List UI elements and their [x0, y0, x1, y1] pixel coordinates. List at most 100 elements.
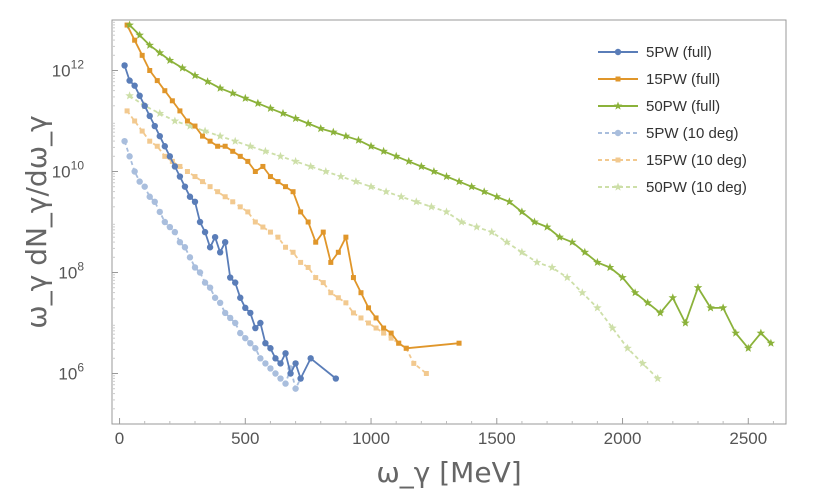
data-point	[200, 126, 210, 135]
data-point	[211, 233, 219, 241]
data-point	[136, 92, 143, 99]
data-point	[126, 153, 133, 160]
legend-label: 5PW (full)	[646, 44, 712, 61]
data-point	[568, 237, 577, 246]
data-point	[222, 143, 228, 149]
data-point	[618, 273, 627, 282]
data-point	[171, 228, 179, 236]
data-point	[147, 68, 153, 73]
data-point	[320, 280, 326, 286]
data-point	[237, 294, 244, 301]
data-point	[237, 329, 244, 337]
data-point	[358, 315, 364, 321]
data-point	[492, 192, 502, 201]
data-point	[177, 163, 183, 169]
data-point	[221, 239, 229, 246]
data-point	[456, 340, 462, 346]
data-point	[303, 119, 313, 128]
data-point	[321, 167, 330, 176]
data-point	[467, 182, 476, 191]
data-point	[298, 209, 304, 215]
data-point	[417, 162, 426, 171]
data-point	[227, 314, 234, 322]
data-point	[228, 88, 237, 97]
series-15pw-10-deg-	[124, 108, 429, 376]
data-point	[297, 375, 304, 382]
data-point	[211, 294, 219, 301]
data-point	[381, 330, 387, 336]
data-point	[530, 217, 539, 226]
data-point	[718, 303, 728, 312]
data-point	[306, 162, 315, 171]
legend-label: 5PW (10 deg)	[646, 125, 739, 142]
legend-swatch-marker	[615, 157, 621, 163]
legend-swatch-marker	[613, 101, 623, 110]
data-point	[638, 358, 647, 367]
plot-frame	[111, 19, 787, 425]
data-point	[381, 187, 391, 196]
data-point	[141, 102, 148, 110]
y-tick-label: 108	[58, 260, 84, 283]
data-point	[336, 172, 346, 181]
data-point	[320, 229, 326, 235]
series-5pw-10-deg-	[121, 138, 304, 392]
data-point	[262, 340, 269, 347]
data-point	[608, 323, 617, 332]
data-point	[257, 355, 264, 362]
data-point	[257, 319, 264, 327]
y-tick-label: 106	[58, 361, 84, 384]
data-point	[252, 345, 259, 352]
data-point	[161, 143, 169, 150]
data-point	[396, 340, 402, 346]
data-point	[292, 360, 299, 367]
data-point	[379, 146, 388, 155]
data-point	[358, 290, 364, 296]
data-point	[731, 328, 740, 337]
legend-label: 15PW (10 deg)	[646, 152, 747, 169]
data-point	[166, 223, 174, 231]
data-point	[139, 52, 145, 58]
data-point	[423, 371, 429, 376]
data-point	[668, 293, 678, 302]
data-point	[125, 91, 134, 100]
data-point	[411, 360, 417, 366]
data-point	[335, 249, 341, 255]
data-point	[412, 197, 421, 206]
data-point	[391, 151, 401, 160]
legend: 5PW (full) 15PW (full) 50PW (full) 5PW (10 …	[598, 44, 747, 196]
data-point	[247, 309, 254, 317]
data-point	[185, 121, 195, 130]
data-point	[366, 182, 376, 191]
data-point	[605, 263, 615, 272]
data-point	[332, 375, 340, 382]
data-point	[313, 275, 319, 281]
data-point	[145, 40, 154, 49]
data-point	[381, 325, 387, 331]
data-point	[396, 192, 406, 201]
data-point	[165, 55, 175, 64]
data-point	[275, 234, 281, 240]
data-point	[203, 77, 212, 86]
data-point	[154, 143, 160, 149]
data-point	[139, 128, 145, 134]
data-point	[351, 177, 361, 186]
data-point	[242, 304, 249, 312]
series-line	[129, 95, 659, 380]
data-point	[207, 184, 213, 190]
data-point	[366, 141, 376, 150]
data-point	[196, 269, 204, 276]
data-point	[643, 298, 652, 307]
data-point	[132, 37, 138, 43]
data-point	[201, 279, 209, 286]
data-point	[532, 257, 542, 266]
data-point	[221, 309, 229, 317]
data-point	[429, 167, 439, 176]
data-point	[350, 310, 356, 316]
data-point	[191, 264, 199, 271]
data-point	[472, 222, 481, 231]
data-point	[517, 207, 527, 216]
data-point	[169, 98, 175, 104]
data-point	[261, 146, 270, 155]
data-point	[125, 20, 134, 29]
data-point	[681, 318, 690, 327]
